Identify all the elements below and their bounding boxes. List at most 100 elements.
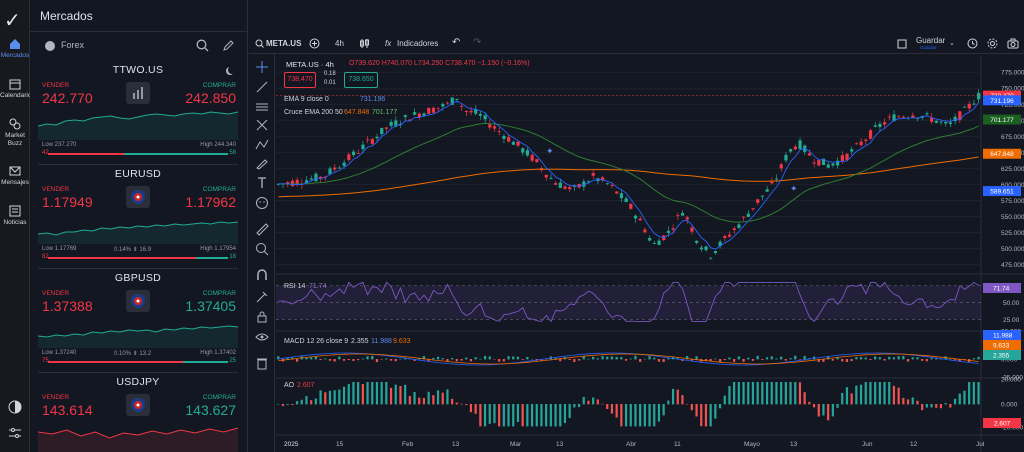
horizontal-lines-icon[interactable] — [255, 100, 269, 114]
buy-price-box[interactable]: 738.650 — [344, 72, 378, 88]
buy-price-button[interactable]: 1.37405 — [185, 298, 236, 314]
ruler-icon[interactable] — [255, 222, 269, 236]
buy-price-button[interactable]: 1.17962 — [185, 194, 236, 210]
high-value: High 1.37402 — [200, 350, 236, 356]
emoji-icon[interactable] — [255, 196, 269, 210]
candle-body — [591, 173, 595, 176]
rail-item-noticias[interactable]: Noticias — [0, 205, 30, 227]
candle-body — [962, 106, 967, 108]
sentiment-buy: 58 — [229, 150, 236, 156]
rail-item-market-buzz[interactable]: Market Buzz — [0, 118, 30, 148]
candle-body — [633, 215, 638, 219]
ao-axis-label: 0.000 — [1001, 402, 1018, 409]
ao-bar — [427, 391, 430, 405]
low-value: Low 1.17769 — [42, 246, 77, 252]
market-card[interactable]: EURUSD VENDER COMPRAR 1.17949 1.17962 Lo… — [38, 168, 238, 278]
settings-sliders-icon[interactable] — [8, 426, 22, 440]
crosshair-icon[interactable] — [255, 60, 269, 74]
price-tag-label: 647.848 — [990, 151, 1014, 158]
macd-tag — [983, 350, 1021, 360]
rail-item-mensajes[interactable]: Mensajes — [0, 165, 30, 187]
candle-body — [709, 257, 713, 259]
magnet-icon[interactable] — [255, 268, 269, 282]
sell-price-button[interactable]: 1.37388 — [42, 298, 93, 314]
sell-price-box[interactable]: 738.470 — [284, 72, 316, 88]
add-symbol-icon[interactable] — [309, 38, 320, 49]
price-axis-label: 750.000 — [1001, 86, 1024, 93]
zoom-in-icon[interactable] — [255, 242, 269, 256]
alert-clock-icon[interactable] — [967, 38, 978, 49]
market-card[interactable]: GBPUSD VENDER COMPRAR 1.37388 1.37405 Lo… — [38, 272, 238, 382]
theme-toggle-icon[interactable] — [8, 400, 22, 414]
sell-price-button[interactable]: 143.614 — [42, 402, 93, 418]
candle-body — [441, 103, 445, 107]
buy-price-button[interactable]: 242.850 — [185, 90, 236, 106]
rail-item-mercados[interactable]: Mercados — [0, 38, 30, 60]
ao-bar — [465, 404, 468, 406]
time-axis-label: 11 — [674, 441, 681, 448]
ohlc-readout: O739.620 H740.070 L734.250 C738.470 −1.1… — [349, 60, 530, 67]
eye-icon[interactable] — [255, 330, 269, 344]
sell-price-button[interactable]: 1.17949 — [42, 194, 93, 210]
candle-body — [953, 116, 957, 122]
gear-icon[interactable] — [987, 38, 998, 49]
macd-tag — [983, 330, 1021, 340]
edit-icon[interactable] — [222, 39, 235, 52]
sell-price-button[interactable]: 242.770 — [42, 90, 93, 106]
buy-label: COMPRAR — [202, 186, 236, 193]
candle-body — [680, 212, 685, 216]
ao-bar — [394, 384, 397, 405]
symbol-selector[interactable]: META.US — [266, 39, 302, 48]
candles-icon[interactable] — [359, 38, 370, 49]
market-card[interactable]: TTWO.US VENDER COMPRAR 242.770 242.850 L… — [38, 64, 238, 174]
text-icon[interactable] — [255, 176, 269, 190]
filter-label[interactable]: Forex — [61, 40, 85, 50]
price-chart[interactable]: 775.000750.000725.000700.000675.000650.0… — [276, 55, 1024, 452]
macd-hist-bar — [883, 359, 886, 361]
market-card[interactable]: USDJPY VENDER COMPRAR 143.614 143.627 — [38, 376, 238, 452]
ao-bar — [277, 403, 280, 405]
ao-bar — [601, 403, 604, 405]
card-symbol: USDJPY — [116, 376, 160, 388]
forex-filter[interactable] — [45, 41, 55, 51]
candle-body — [615, 191, 619, 194]
ao-legend-label: AO — [284, 382, 295, 389]
rail-item-calendario[interactable]: Calendario — [0, 78, 31, 100]
macd-hist-bar — [587, 358, 590, 360]
layout-icon[interactable] — [897, 39, 907, 49]
candle-body — [464, 111, 468, 113]
camera-icon[interactable] — [1007, 38, 1019, 49]
macd-hist-bar — [305, 357, 308, 360]
brand-logo-icon[interactable]: ✓ — [4, 8, 21, 32]
ao-bar — [648, 404, 651, 427]
candle-body — [403, 115, 407, 118]
macd-hist-bar — [413, 359, 416, 361]
macd-hist-bar — [324, 358, 327, 360]
trash-icon[interactable] — [255, 356, 269, 370]
indicators-button[interactable]: Indicadores — [397, 39, 439, 48]
buy-price-button[interactable]: 143.627 — [185, 402, 236, 418]
interval-selector[interactable]: 4h — [335, 39, 344, 48]
price-axis-label: 625.000 — [1001, 166, 1024, 173]
ao-bar — [676, 389, 679, 405]
pattern-icon[interactable] — [255, 138, 269, 152]
trendline-icon[interactable] — [255, 80, 269, 94]
fib-icon[interactable] — [255, 118, 269, 132]
search-icon[interactable] — [196, 39, 209, 52]
ao-bar — [507, 404, 510, 427]
save-button[interactable]: Guardar — [916, 36, 946, 45]
chevron-down-icon[interactable]: ⌄ — [949, 40, 955, 47]
lock-icon[interactable] — [255, 310, 269, 324]
macd-hist-bar — [859, 357, 863, 360]
undo-icon[interactable]: ↶ — [452, 37, 461, 48]
brush-icon[interactable] — [255, 156, 269, 170]
redo-icon[interactable]: ↷ — [473, 37, 482, 48]
macd-hist-bar — [935, 358, 938, 360]
ao-bar — [624, 404, 628, 427]
ao-bar — [869, 382, 872, 405]
ao-bar — [916, 400, 919, 405]
sparkline-area — [38, 222, 238, 244]
lock-drawing-icon[interactable] — [255, 290, 269, 304]
price-tag-label: 589.651 — [990, 189, 1014, 196]
ao-bar — [841, 392, 844, 405]
